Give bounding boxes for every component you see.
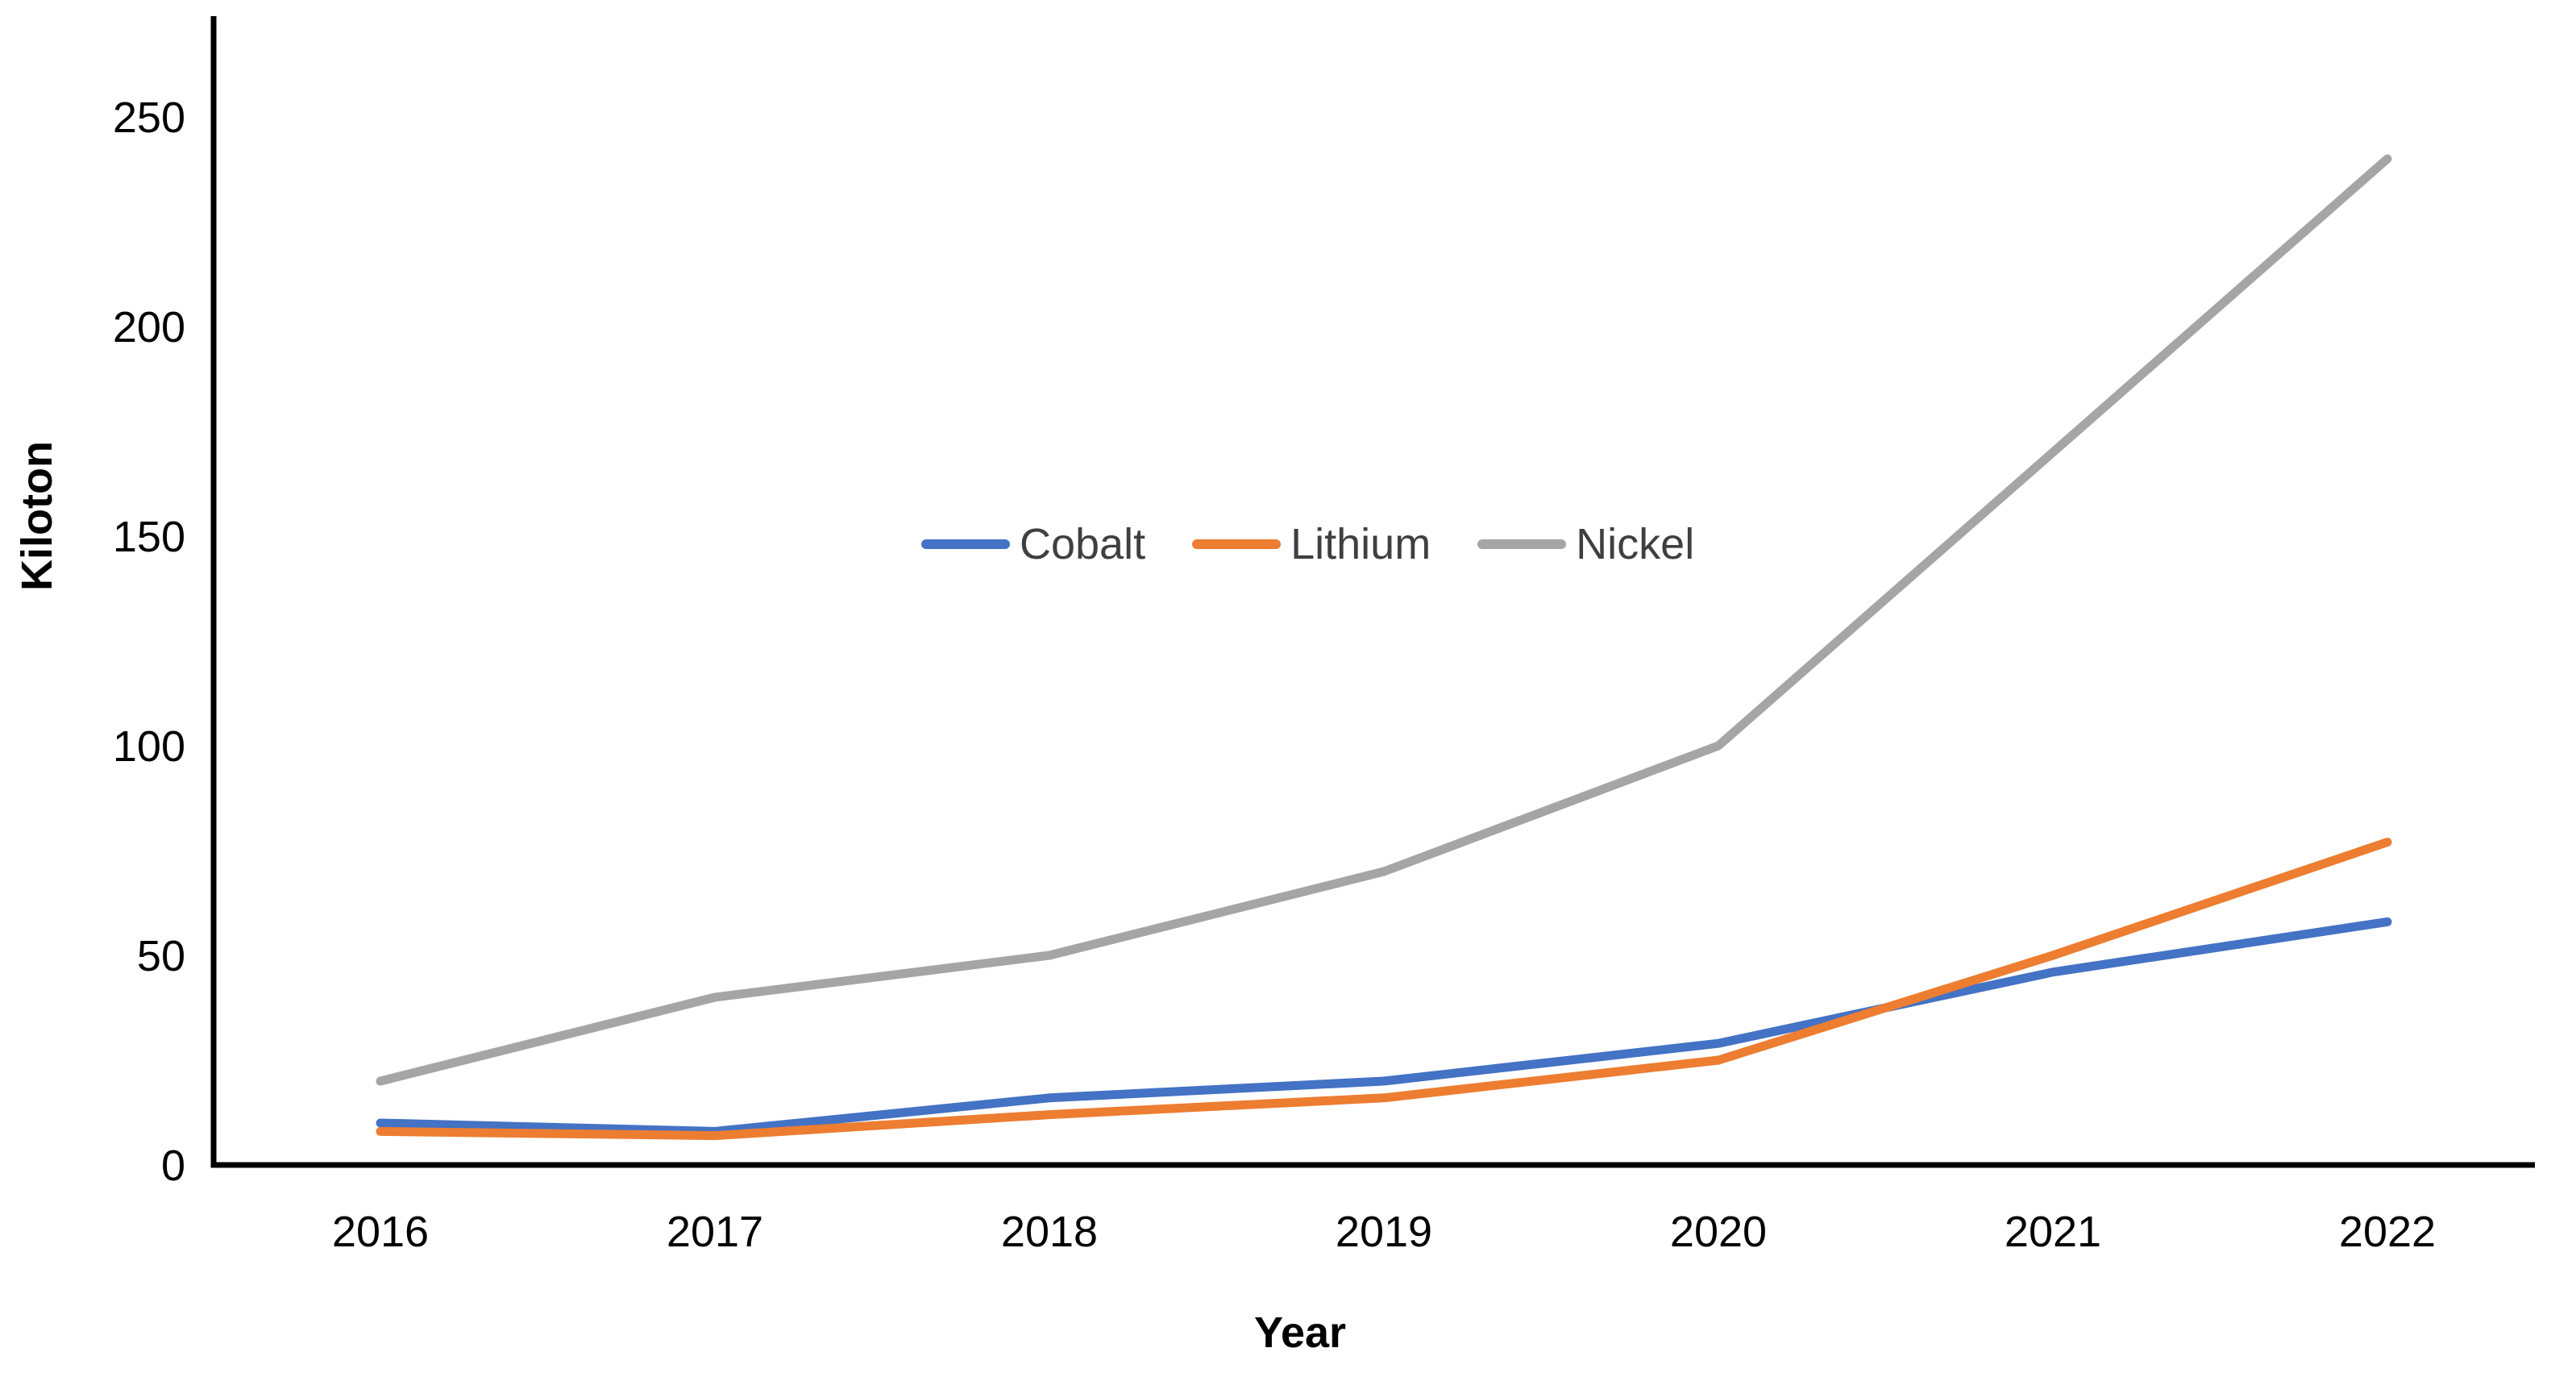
legend-label-cobalt: Cobalt (1020, 520, 1146, 568)
y-tick-label: 50 (137, 932, 185, 980)
x-axis-title: Year (1253, 1308, 1347, 1357)
x-tick-label: 2022 (2339, 1208, 2436, 1256)
legend: Cobalt Lithium Nickel (921, 516, 1694, 572)
x-tick-label: 2019 (1336, 1208, 1432, 1256)
y-tick-label: 250 (113, 94, 185, 142)
y-tick-label: 0 (161, 1142, 185, 1190)
legend-swatch-nickel-icon (1477, 539, 1567, 549)
y-tick-label: 200 (113, 303, 185, 352)
x-tick-label: 2016 (332, 1208, 429, 1256)
x-tick-label: 2021 (2005, 1208, 2101, 1256)
y-tick-label: 150 (113, 513, 185, 561)
legend-label-lithium: Lithium (1290, 520, 1431, 568)
legend-swatch-cobalt-icon (921, 539, 1010, 549)
legend-item-lithium: Lithium (1192, 519, 1431, 569)
series-line-lithium (376, 838, 2392, 1141)
legend-swatch-lithium-icon (1192, 539, 1282, 549)
x-tick-label: 2018 (1001, 1208, 1098, 1256)
series-line-nickel (376, 154, 2392, 1086)
y-tick-label: 100 (113, 722, 185, 771)
legend-label-nickel: Nickel (1576, 520, 1695, 568)
x-tick-label: 2017 (667, 1208, 763, 1256)
legend-item-nickel: Nickel (1477, 519, 1694, 569)
y-axis-title: Kiloton (13, 441, 61, 591)
x-tick-label: 2020 (1670, 1208, 1767, 1256)
legend-item-cobalt: Cobalt (921, 519, 1145, 569)
